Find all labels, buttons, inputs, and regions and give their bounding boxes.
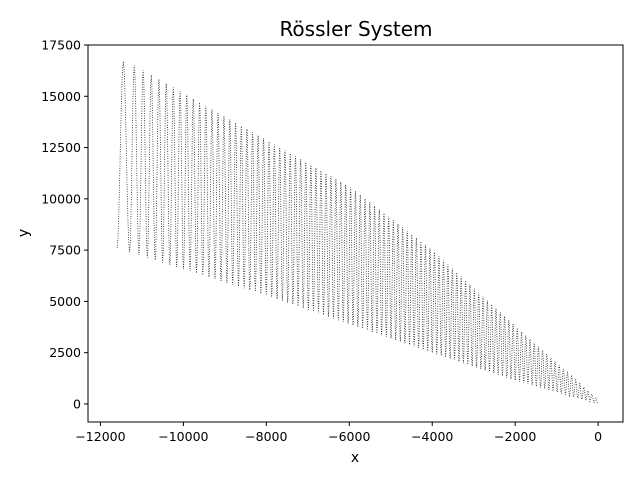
x-tick-label: −6000	[328, 429, 370, 444]
chart-title: Rössler System	[279, 17, 432, 41]
axis-ticks: −12000 −10000 −8000 −6000 −4000 −2000 0 0 2500 50…	[41, 38, 602, 445]
plot-frame	[87, 44, 624, 423]
y-tick-label: 5000	[49, 294, 81, 309]
x-tick-label: −8000	[245, 429, 287, 444]
y-axis-label: y	[16, 229, 32, 237]
x-tick-label: 0	[594, 429, 602, 444]
series-line	[116, 61, 599, 405]
y-tick-label: 2500	[49, 345, 81, 360]
y-tick-label: 0	[73, 396, 81, 411]
x-tick-label: −10000	[158, 429, 208, 444]
x-tick-label: −4000	[411, 429, 453, 444]
x-tick-label: −12000	[75, 429, 125, 444]
y-tick-label: 17500	[41, 38, 81, 53]
y-tick-label: 10000	[41, 191, 81, 206]
x-axis-label: x	[351, 450, 359, 466]
y-tick-label: 12500	[41, 140, 81, 155]
y-tick-label: 7500	[49, 243, 81, 258]
x-tick-label: −2000	[494, 429, 536, 444]
plot-area	[116, 61, 599, 405]
y-tick-label: 15000	[41, 89, 81, 104]
